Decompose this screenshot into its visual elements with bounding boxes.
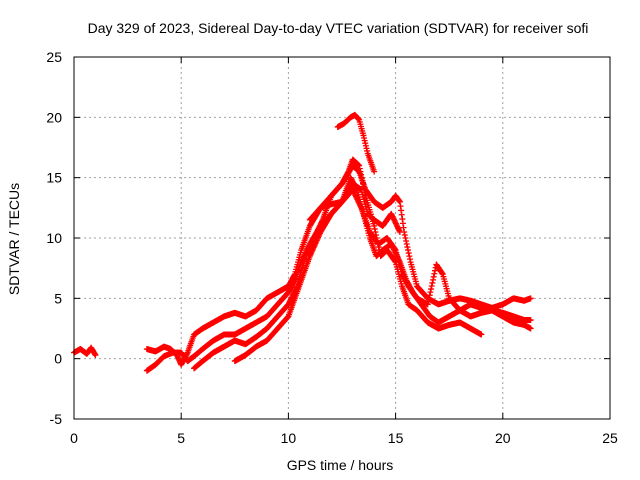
data-point [527, 295, 534, 302]
y-tick-label: 0 [54, 351, 62, 367]
series-4 [231, 174, 534, 365]
chart-title: Day 329 of 2023, Sidereal Day-to-day VTE… [88, 20, 589, 36]
data-point [429, 279, 436, 286]
x-tick-label: 15 [388, 430, 404, 446]
data-point [428, 282, 435, 289]
data-point [424, 301, 431, 308]
data-point [425, 298, 432, 305]
series-6 [334, 111, 378, 175]
data-points [71, 111, 534, 374]
data-point [527, 325, 534, 332]
y-tick-label: -5 [50, 411, 63, 427]
y-tick-label: 20 [46, 109, 62, 125]
data-point [371, 168, 378, 175]
y-axis-ticks: -5 0 5 10 15 20 25 [46, 49, 610, 427]
data-point [92, 352, 99, 359]
x-tick-label: 25 [602, 430, 618, 446]
series-3 [191, 156, 485, 372]
data-point [527, 317, 534, 324]
data-point [396, 228, 403, 235]
series-5 [306, 180, 403, 235]
x-tick-label: 0 [70, 430, 78, 446]
data-point [427, 289, 434, 296]
data-point [478, 331, 485, 338]
data-point [431, 270, 438, 277]
series-1 [71, 162, 534, 368]
y-tick-label: 25 [46, 49, 62, 65]
x-axis-ticks: 0 5 10 15 20 25 [70, 57, 618, 446]
x-tick-label: 5 [177, 430, 185, 446]
y-tick-label: 5 [54, 290, 62, 306]
data-point [426, 295, 433, 302]
x-tick-label: 20 [495, 430, 511, 446]
data-point [430, 273, 437, 280]
data-point [430, 276, 437, 283]
series-2 [143, 186, 534, 374]
x-tick-label: 10 [281, 430, 297, 446]
y-tick-label: 15 [46, 170, 62, 186]
y-axis-label: SDTVAR / TECUs [6, 183, 22, 295]
y-tick-label: 10 [46, 230, 62, 246]
data-point [428, 286, 435, 293]
x-axis-label: GPS time / hours [287, 457, 394, 473]
data-point [426, 292, 433, 299]
data-point [432, 267, 439, 274]
